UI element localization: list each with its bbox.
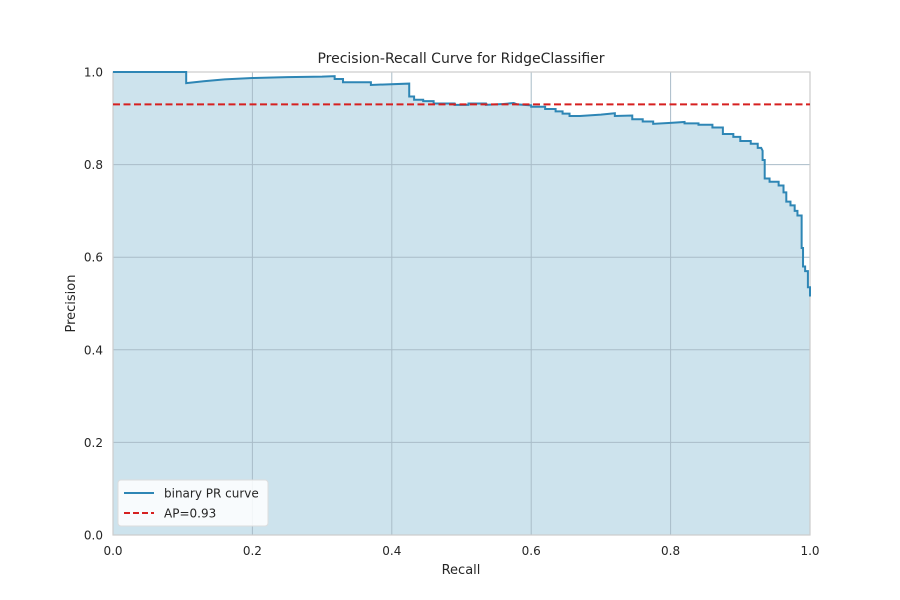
y-tick-label-3: 0.6	[84, 251, 103, 265]
x-tick-label-2: 0.4	[382, 544, 401, 558]
x-tick-label-4: 0.8	[661, 544, 680, 558]
plot-area: 0.0 0.2 0.4 0.6 0.8 1.0 0.0 0.2 0.4 0.6 0.8 1.0	[84, 66, 820, 559]
x-axis-label: Recall	[442, 563, 481, 578]
legend-label-pr-curve: binary PR curve	[164, 487, 259, 501]
plot-frame	[112, 71, 811, 536]
y-tick-label-2: 0.4	[84, 343, 103, 357]
legend-box	[117, 479, 269, 527]
y-tick-label-1: 0.2	[84, 436, 103, 450]
y-tick-label-0: 0.0	[84, 529, 103, 543]
pr-curve-area	[113, 72, 810, 535]
x-tick-label-1: 0.2	[243, 544, 262, 558]
x-tick-label-0: 0.0	[103, 544, 122, 558]
y-axis-label: Precision	[64, 274, 79, 332]
y-tick-label-4: 0.8	[84, 158, 103, 172]
legend-label-ap-line: AP=0.93	[164, 507, 216, 521]
chart-title: Precision-Recall Curve for RidgeClassifi…	[317, 51, 604, 67]
legend: binary PR curve AP=0.93	[117, 479, 269, 527]
y-tick-label-5: 1.0	[84, 66, 103, 80]
x-tick-label-3: 0.6	[522, 544, 541, 558]
x-tick-label-5: 1.0	[800, 544, 819, 558]
pr-curve-line	[113, 71, 811, 297]
